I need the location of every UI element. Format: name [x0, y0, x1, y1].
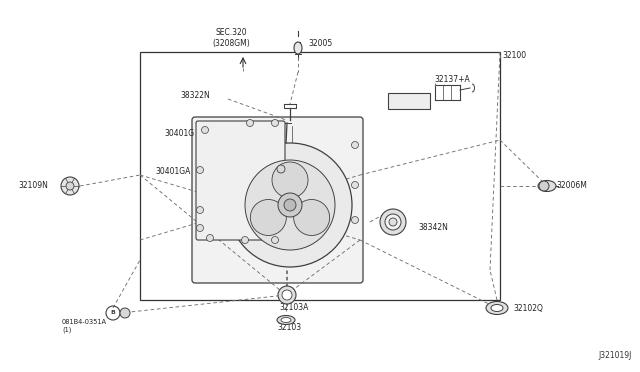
Ellipse shape [486, 301, 508, 314]
Circle shape [282, 290, 292, 300]
Ellipse shape [491, 305, 503, 311]
Circle shape [277, 165, 285, 173]
Text: 32100: 32100 [502, 51, 526, 60]
Circle shape [385, 214, 401, 230]
Text: 30401G: 30401G [164, 128, 194, 138]
FancyBboxPatch shape [196, 121, 285, 240]
FancyBboxPatch shape [192, 117, 363, 283]
Circle shape [250, 199, 286, 235]
Circle shape [196, 206, 204, 214]
Circle shape [271, 237, 278, 244]
Circle shape [207, 234, 214, 241]
Text: 38322N: 38322N [180, 92, 210, 100]
Ellipse shape [294, 42, 302, 54]
Text: J321019J: J321019J [598, 351, 632, 360]
Circle shape [202, 126, 209, 134]
Text: 32103A: 32103A [279, 304, 308, 312]
Circle shape [245, 160, 335, 250]
Ellipse shape [538, 180, 556, 192]
Circle shape [389, 218, 397, 226]
Text: 32006M: 32006M [556, 182, 587, 190]
Circle shape [351, 141, 358, 148]
Circle shape [120, 308, 130, 318]
Ellipse shape [281, 317, 291, 323]
Text: 32102Q: 32102Q [513, 304, 543, 312]
Text: 38342N: 38342N [418, 224, 448, 232]
Text: 32109N: 32109N [18, 182, 48, 190]
Text: SEC.320
(3208GM): SEC.320 (3208GM) [212, 28, 250, 48]
Text: B: B [111, 311, 115, 315]
Text: 30401GA: 30401GA [155, 167, 190, 176]
Circle shape [351, 182, 358, 189]
Circle shape [380, 209, 406, 235]
Circle shape [196, 224, 204, 231]
Circle shape [294, 199, 330, 235]
Circle shape [61, 177, 79, 195]
Circle shape [351, 217, 358, 224]
Circle shape [278, 286, 296, 304]
Circle shape [241, 237, 248, 244]
Text: 081B4-0351A
(1): 081B4-0351A (1) [62, 319, 107, 333]
Circle shape [271, 119, 278, 126]
Ellipse shape [277, 315, 295, 324]
Text: 32005: 32005 [308, 38, 332, 48]
Circle shape [539, 181, 549, 191]
Text: 32137+A: 32137+A [434, 76, 470, 84]
Text: 32103: 32103 [277, 324, 301, 333]
Circle shape [278, 193, 302, 217]
Circle shape [272, 162, 308, 198]
Bar [140, 52, 500, 300]
Circle shape [196, 167, 204, 173]
Circle shape [66, 182, 74, 190]
Circle shape [246, 119, 253, 126]
Text: 32137: 32137 [394, 96, 418, 105]
Bar [388, 93, 430, 109]
Circle shape [228, 143, 352, 267]
Circle shape [284, 199, 296, 211]
